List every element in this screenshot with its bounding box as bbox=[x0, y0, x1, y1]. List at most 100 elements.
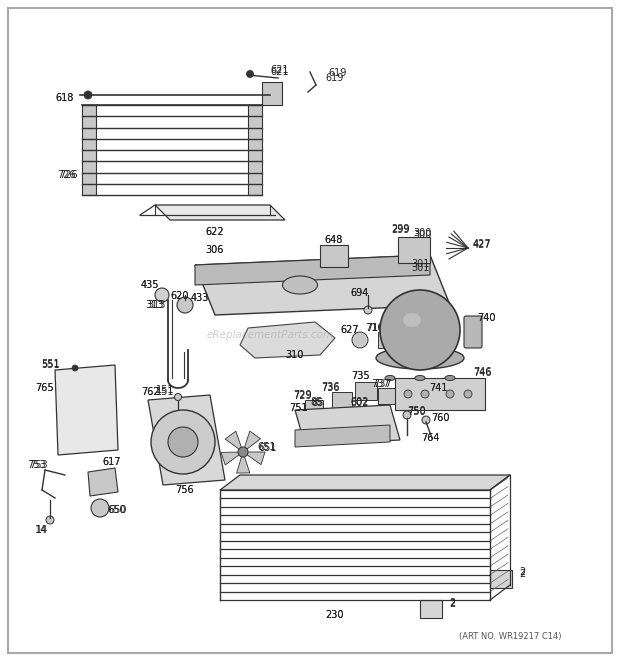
Polygon shape bbox=[148, 395, 225, 485]
Text: 619: 619 bbox=[329, 68, 347, 78]
Text: 617: 617 bbox=[103, 457, 122, 467]
Text: 760: 760 bbox=[431, 413, 450, 423]
Polygon shape bbox=[262, 82, 282, 105]
Text: 753: 753 bbox=[29, 460, 47, 470]
Text: 300: 300 bbox=[413, 230, 431, 240]
Polygon shape bbox=[295, 425, 390, 447]
Text: 609: 609 bbox=[427, 302, 445, 312]
Text: 602: 602 bbox=[351, 398, 370, 408]
Text: 729: 729 bbox=[294, 391, 312, 401]
Text: 737: 737 bbox=[373, 379, 391, 389]
Text: 617: 617 bbox=[103, 457, 122, 467]
Text: 756: 756 bbox=[175, 485, 194, 495]
Text: 435: 435 bbox=[141, 280, 159, 290]
Ellipse shape bbox=[283, 276, 317, 294]
FancyBboxPatch shape bbox=[320, 245, 348, 267]
Text: 741: 741 bbox=[429, 383, 447, 393]
Text: 729: 729 bbox=[293, 390, 311, 400]
Polygon shape bbox=[244, 431, 260, 449]
Text: 726: 726 bbox=[59, 170, 78, 180]
Text: 694: 694 bbox=[351, 288, 369, 298]
Polygon shape bbox=[225, 431, 241, 449]
Polygon shape bbox=[295, 405, 400, 445]
Text: 726: 726 bbox=[56, 170, 75, 180]
FancyBboxPatch shape bbox=[355, 382, 377, 400]
FancyBboxPatch shape bbox=[305, 400, 323, 415]
Text: 622: 622 bbox=[206, 227, 224, 237]
Polygon shape bbox=[55, 365, 118, 455]
Text: 650: 650 bbox=[108, 505, 126, 515]
Text: 551: 551 bbox=[41, 360, 60, 370]
Polygon shape bbox=[195, 255, 430, 285]
Text: 765: 765 bbox=[36, 383, 55, 393]
Circle shape bbox=[84, 91, 92, 99]
Bar bbox=[420, 600, 442, 618]
Text: 762: 762 bbox=[141, 387, 159, 397]
Polygon shape bbox=[195, 255, 450, 315]
Text: 427: 427 bbox=[472, 239, 491, 249]
Polygon shape bbox=[88, 468, 118, 496]
Text: 300: 300 bbox=[413, 228, 431, 238]
Text: 736: 736 bbox=[321, 383, 339, 393]
Text: 299: 299 bbox=[391, 224, 409, 234]
Text: (ART NO. WR19217 C14): (ART NO. WR19217 C14) bbox=[459, 631, 561, 641]
Text: 652: 652 bbox=[193, 438, 211, 448]
Text: 310: 310 bbox=[286, 350, 304, 360]
Text: 620: 620 bbox=[170, 291, 189, 301]
Text: 230: 230 bbox=[326, 610, 344, 620]
Polygon shape bbox=[248, 105, 262, 195]
Text: 433: 433 bbox=[191, 293, 209, 303]
Text: 740: 740 bbox=[477, 313, 495, 323]
Text: 740: 740 bbox=[477, 313, 495, 323]
Text: 741: 741 bbox=[429, 383, 447, 393]
Text: 230: 230 bbox=[326, 610, 344, 620]
Text: 622: 622 bbox=[206, 227, 224, 237]
Circle shape bbox=[415, 305, 425, 315]
Text: 2: 2 bbox=[519, 569, 525, 579]
Text: 602: 602 bbox=[351, 397, 370, 407]
Ellipse shape bbox=[403, 313, 421, 327]
Text: 621: 621 bbox=[271, 67, 290, 77]
Circle shape bbox=[464, 390, 472, 398]
Circle shape bbox=[174, 393, 182, 401]
Text: 313: 313 bbox=[146, 300, 164, 310]
Polygon shape bbox=[155, 205, 285, 220]
Text: 301: 301 bbox=[411, 259, 429, 269]
Text: 652: 652 bbox=[193, 438, 211, 448]
Circle shape bbox=[422, 416, 430, 424]
Text: 306: 306 bbox=[206, 245, 224, 255]
Text: 301: 301 bbox=[411, 263, 429, 273]
Circle shape bbox=[403, 411, 411, 419]
Circle shape bbox=[421, 390, 429, 398]
Text: 299: 299 bbox=[391, 225, 409, 235]
Ellipse shape bbox=[385, 375, 395, 381]
Text: 746: 746 bbox=[472, 368, 491, 378]
Text: 627: 627 bbox=[340, 325, 360, 335]
Circle shape bbox=[91, 499, 109, 517]
Circle shape bbox=[155, 288, 169, 302]
Text: 716: 716 bbox=[365, 323, 383, 333]
Text: eReplacementParts.com: eReplacementParts.com bbox=[206, 330, 334, 340]
Circle shape bbox=[364, 306, 372, 314]
Text: 746: 746 bbox=[472, 367, 491, 377]
Text: 2: 2 bbox=[519, 567, 525, 577]
Text: 736: 736 bbox=[321, 382, 339, 392]
Text: 737: 737 bbox=[371, 379, 391, 389]
Polygon shape bbox=[247, 452, 265, 465]
Circle shape bbox=[352, 332, 368, 348]
Text: 764: 764 bbox=[421, 433, 439, 443]
Text: 756: 756 bbox=[175, 485, 193, 495]
Polygon shape bbox=[220, 475, 510, 490]
Circle shape bbox=[72, 365, 78, 371]
Text: 750: 750 bbox=[408, 407, 427, 417]
Polygon shape bbox=[240, 322, 335, 358]
Ellipse shape bbox=[376, 347, 464, 369]
Circle shape bbox=[151, 410, 215, 474]
Text: 619: 619 bbox=[326, 73, 344, 83]
Text: 85: 85 bbox=[312, 398, 324, 408]
Text: 620: 620 bbox=[170, 291, 189, 301]
Text: 14: 14 bbox=[35, 525, 47, 535]
Text: 716: 716 bbox=[366, 323, 384, 333]
Text: 753: 753 bbox=[27, 460, 45, 470]
Text: 313: 313 bbox=[148, 300, 166, 310]
